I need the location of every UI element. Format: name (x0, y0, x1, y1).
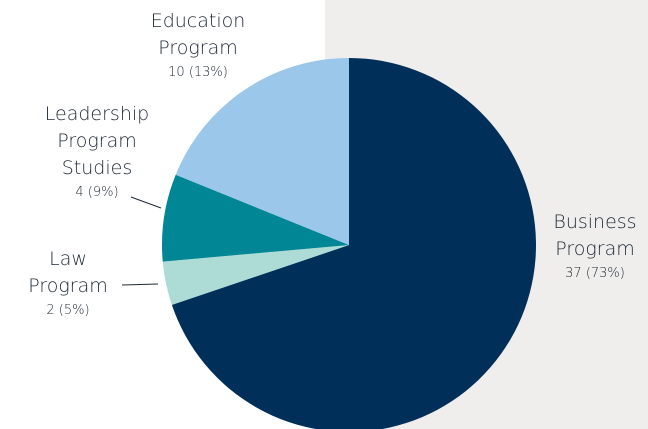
education-label-line-2: Program (158, 37, 238, 59)
slice-education-program (175, 58, 349, 245)
business-label-line-2: Program (555, 238, 635, 260)
leadership-label-line-2: Program (57, 130, 137, 152)
leadership-label-line-1: Leadership (45, 103, 149, 125)
leadership-value-label: 4 (9%) (75, 185, 118, 200)
education-value-label: 10 (13%) (168, 65, 228, 80)
leadership-leader-line (130, 196, 162, 209)
label-law-program: Law Program 2 (5%) (28, 248, 159, 318)
business-label-line-1: Business (553, 211, 636, 233)
education-label-line-1: Education (151, 10, 246, 32)
slice-law-program (162, 245, 349, 305)
slice-leadership-program-studies (162, 174, 349, 262)
law-leader-line (121, 283, 159, 286)
law-label-line-1: Law (49, 248, 87, 270)
leadership-label-line-3: Studies (62, 157, 132, 179)
business-value-label: 37 (73%) (565, 266, 625, 281)
law-value-label: 2 (5%) (46, 303, 89, 318)
law-label-line-2: Program (28, 275, 108, 297)
slice-business-program (171, 58, 536, 429)
label-business-program: Business Program 37 (73%) (553, 211, 636, 281)
label-leadership-program-studies: Leadership Program Studies 4 (9%) (45, 103, 162, 209)
label-education-program: Education Program 10 (13%) (151, 10, 246, 80)
